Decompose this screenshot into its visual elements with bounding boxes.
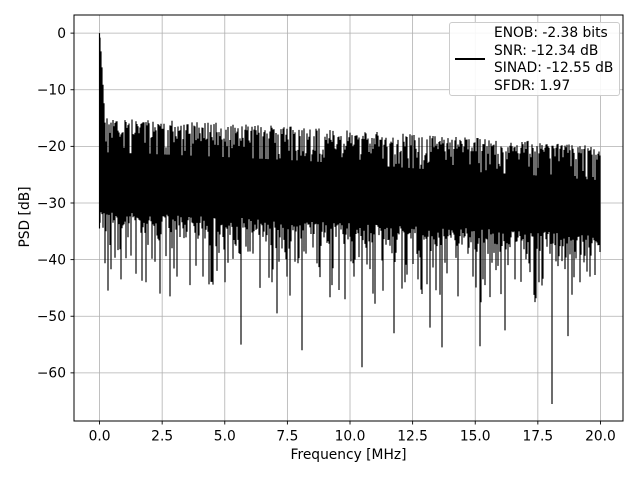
legend-entry-sinad: SINAD: -12.55 dB [494, 60, 614, 76]
tick-labels: 0.0 2.5 5.0 7.5 10.0 12.5 15.0 17.5 20.0 0 −10 −20 −… [37, 26, 616, 445]
legend-entry-sfdr: SFDR: 1.97 [494, 77, 571, 94]
svg-text:−20: −20 [37, 139, 66, 155]
svg-text:2.5: 2.5 [151, 429, 173, 445]
svg-text:0: 0 [57, 26, 66, 42]
svg-text:−60: −60 [37, 366, 66, 382]
svg-text:10.0: 10.0 [335, 429, 366, 445]
legend-entry-snr: SNR: -12.34 dB [494, 42, 599, 59]
axes [70, 14, 624, 425]
legend-entry-enob: ENOB: -2.38 bits [494, 25, 608, 41]
svg-text:−10: −10 [37, 83, 66, 99]
svg-text:−30: −30 [37, 196, 66, 212]
legend: ENOB: -2.38 bits SNR: -12.34 dB SINAD: -… [449, 22, 620, 96]
svg-text:0.0: 0.0 [89, 429, 111, 445]
legend-line-sample-icon [455, 58, 485, 60]
legend-entries: ENOB: -2.38 bits SNR: -12.34 dB SINAD: -… [494, 25, 614, 94]
y-axis-label: PSD [dB] [17, 186, 33, 247]
svg-text:12.5: 12.5 [397, 429, 428, 445]
svg-text:−50: −50 [37, 309, 66, 325]
psd-series [98, 33, 601, 404]
x-axis-label: Frequency [MHz] [291, 447, 407, 463]
svg-text:7.5: 7.5 [276, 429, 298, 445]
svg-text:17.5: 17.5 [522, 429, 553, 445]
svg-text:5.0: 5.0 [214, 429, 236, 445]
svg-text:15.0: 15.0 [460, 429, 491, 445]
svg-text:−40: −40 [37, 252, 66, 268]
svg-text:20.0: 20.0 [585, 429, 616, 445]
